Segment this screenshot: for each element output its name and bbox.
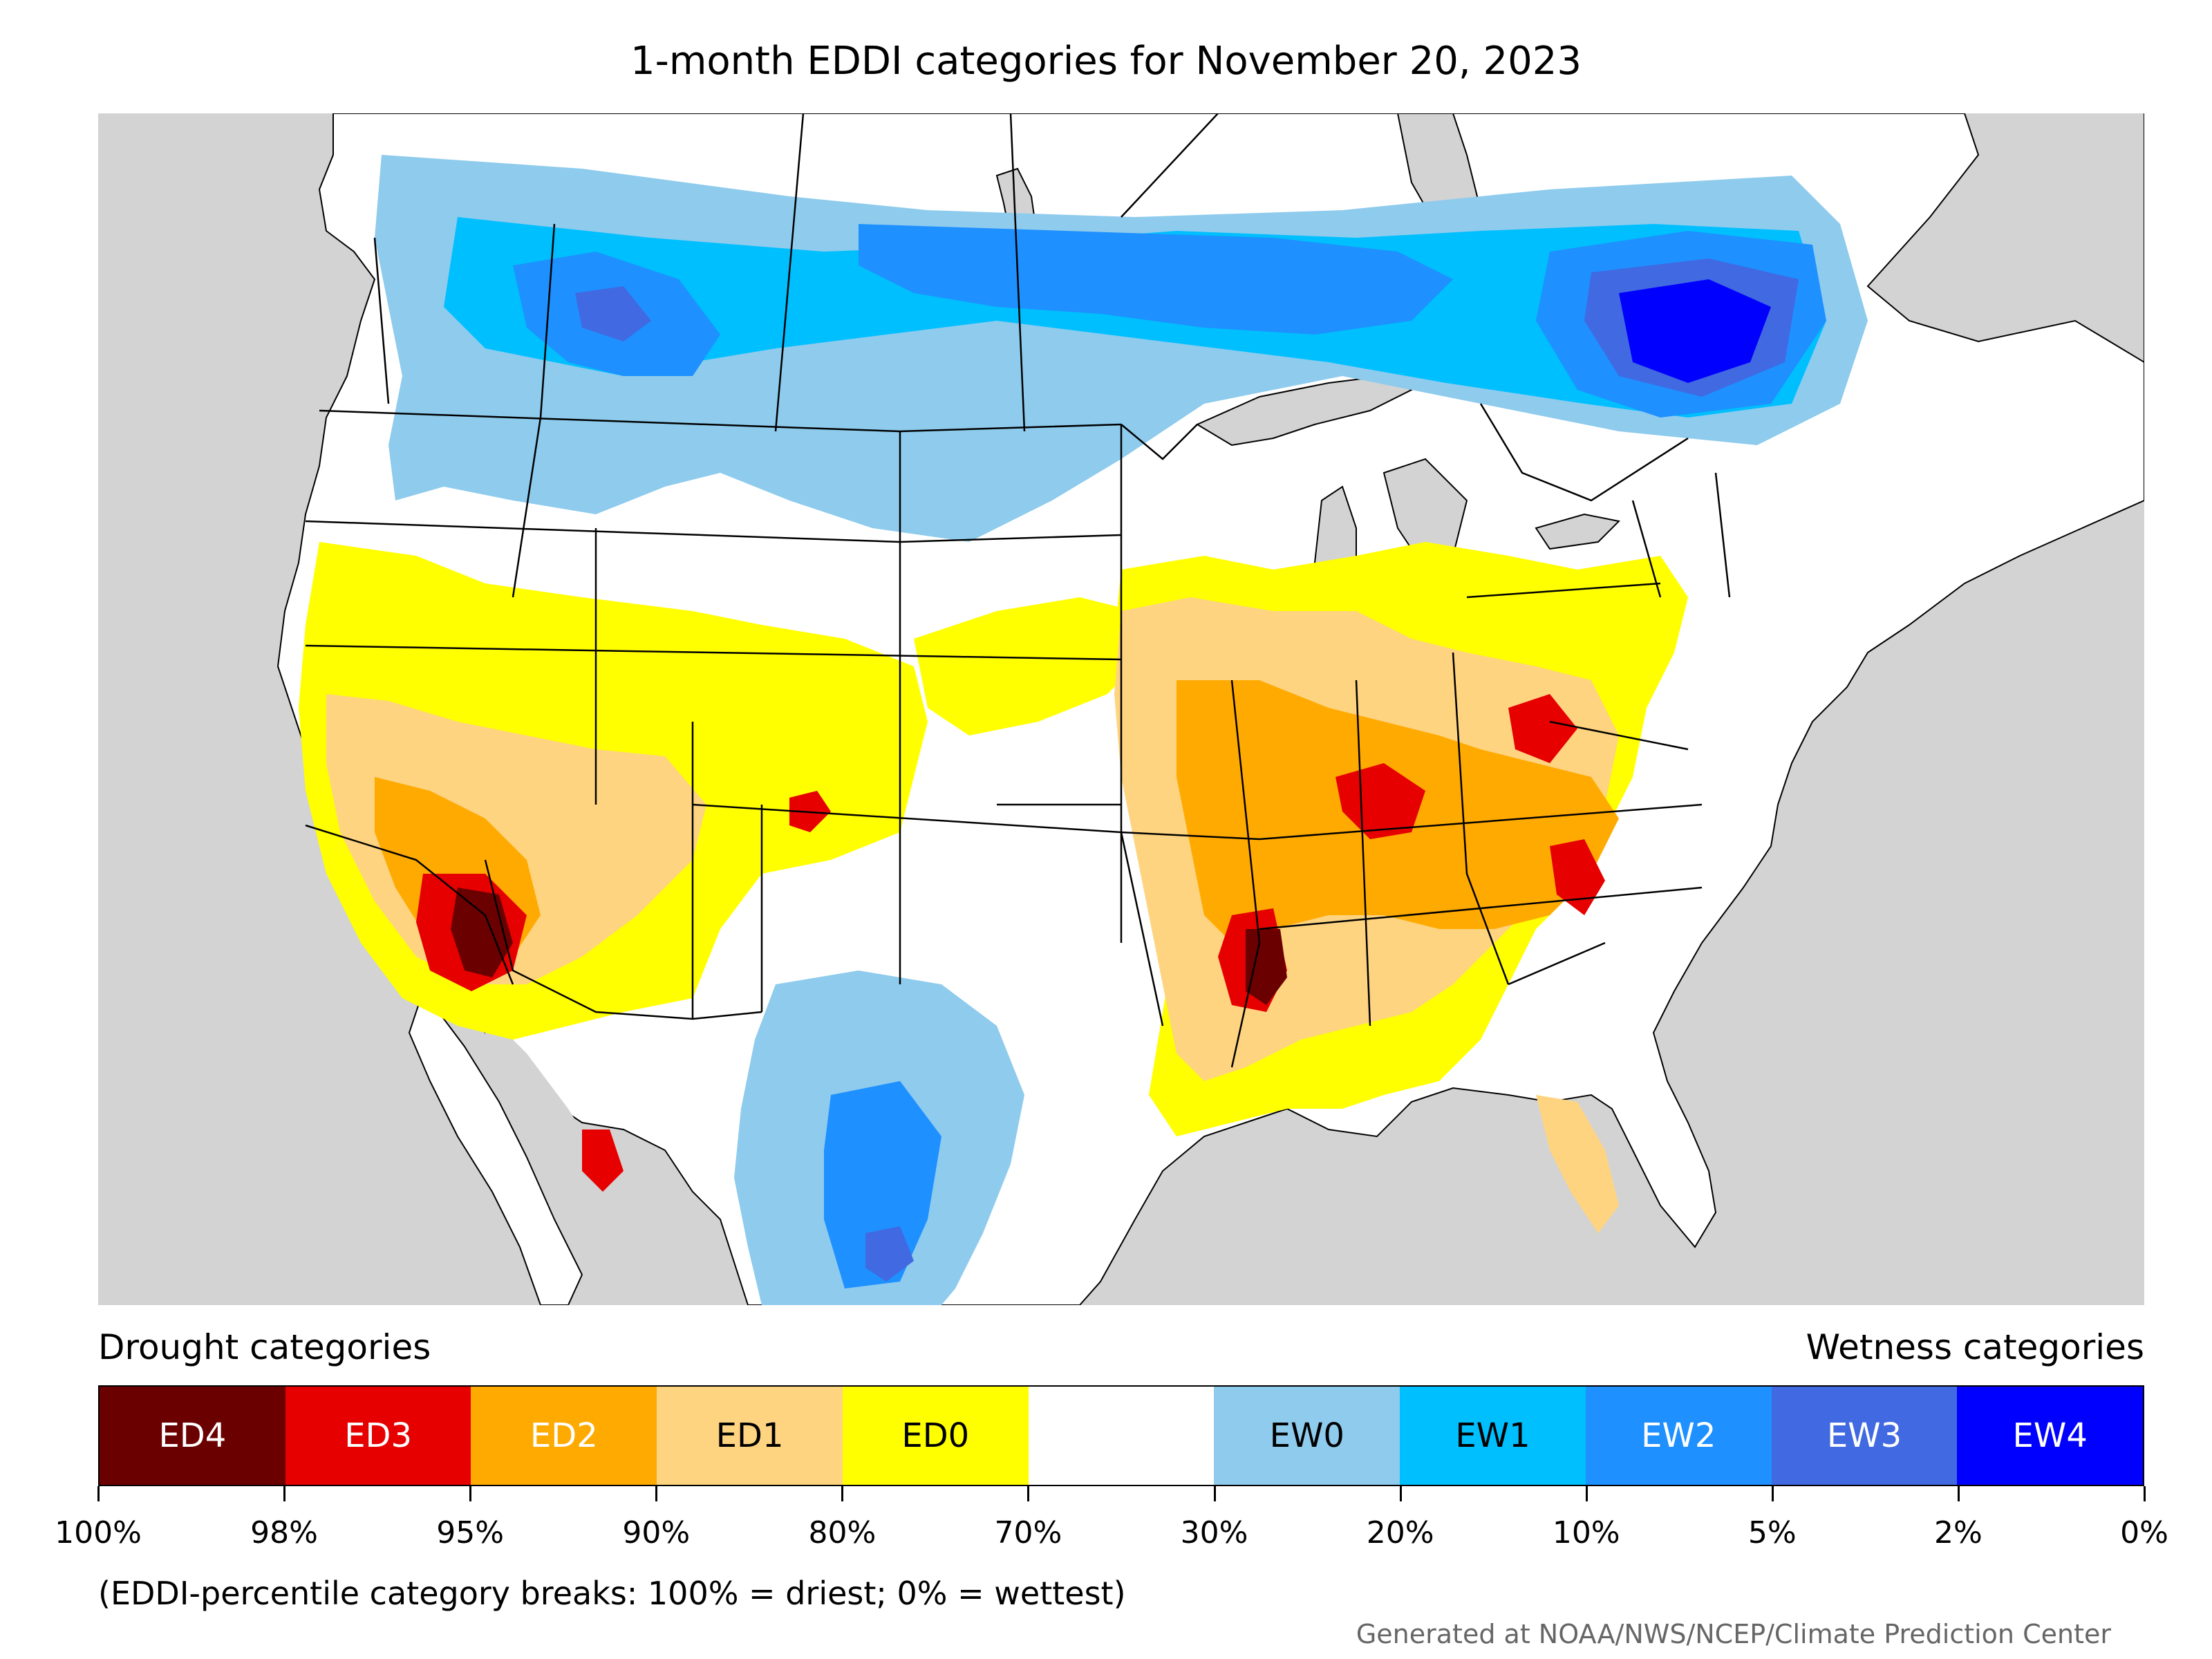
wetness-categories-heading: Wetness categories [1806, 1327, 2144, 1367]
wet-area-ew3-northwest [575, 286, 651, 341]
wet-area-ew3-texas [865, 1226, 914, 1282]
legend-tick [1213, 1486, 1216, 1501]
legend-break-label: 20% [1366, 1515, 1434, 1550]
drought-ed3-kentucky [1335, 763, 1425, 839]
category-breaks-note: (EDDI-percentile category breaks: 100% =… [98, 1575, 1126, 1612]
drought-ed1-florida [1536, 1095, 1619, 1233]
legend-swatch-ew3: EW3 [1771, 1387, 1958, 1485]
legend-swatch-ew1: EW1 [1400, 1387, 1586, 1485]
legend-break-label: 10% [1552, 1515, 1620, 1550]
legend-tick [1585, 1486, 1588, 1501]
drought-categories-heading: Drought categories [98, 1327, 431, 1367]
legend-break-label: 95% [436, 1515, 505, 1550]
legend-break-label: 70% [994, 1515, 1062, 1550]
legend-swatch-ed2: ED2 [471, 1387, 657, 1485]
legend-swatch-ed0: ED0 [842, 1387, 1029, 1485]
legend-break-label: 100% [55, 1515, 142, 1550]
drought-ed3-virginia [1508, 694, 1577, 763]
drought-ed0-nebraska [914, 597, 1149, 735]
legend-tick [469, 1486, 472, 1501]
legend-tick [841, 1486, 844, 1501]
legend-break-label: 90% [622, 1515, 691, 1550]
legend-tick [2144, 1486, 2146, 1501]
wet-area-ew4-quebec [1619, 279, 1771, 383]
legend-swatch-ed4: ED4 [100, 1387, 285, 1485]
legend-break-label: 80% [808, 1515, 877, 1550]
legend-tick [1027, 1486, 1030, 1501]
baja-peninsula [408, 989, 583, 1305]
legend-tick [655, 1486, 658, 1501]
eddi-map [98, 113, 2144, 1305]
legend-tick [1957, 1486, 1960, 1501]
credit-line: Generated at NOAA/NWS/NCEP/Climate Predi… [1356, 1619, 2111, 1649]
legend-swatch-ew4: EW4 [1957, 1387, 2144, 1485]
map-title: 1-month EDDI categories for November 20,… [630, 39, 1582, 84]
legend-tick [97, 1486, 100, 1501]
drought-ed3-sonora [582, 1130, 624, 1192]
legend-break-label: 30% [1180, 1515, 1248, 1550]
legend-swatch-ed3: ED3 [285, 1387, 471, 1485]
lake-ontario [1535, 513, 1621, 550]
legend-tick [283, 1486, 286, 1501]
legend-break-label: 5% [1747, 1515, 1797, 1550]
legend-break-label: 2% [1934, 1515, 1983, 1550]
lake-superior [1195, 375, 1414, 447]
legend-tick [1771, 1486, 1774, 1501]
legend-tick [1399, 1486, 1402, 1501]
legend-break-label: 0% [2120, 1515, 2168, 1550]
category-color-legend: ED4 ED3 ED2 ED1 ED0 EW0 EW1 EW2 EW3 EW4 [98, 1385, 2144, 1486]
legend-break-label: 98% [250, 1515, 318, 1550]
legend-swatch-ed1: ED1 [657, 1387, 843, 1485]
legend-ticks [97, 1486, 2146, 1503]
wet-area-ew2-north [859, 224, 1453, 335]
legend-swatch-ew2: EW2 [1585, 1387, 1772, 1485]
drought-ed4-mississippi [1246, 929, 1287, 1005]
legend-swatch-neutral [1028, 1387, 1215, 1485]
legend-swatch-ew0: EW0 [1214, 1387, 1400, 1485]
drought-ed3-carolina [1550, 839, 1605, 915]
wet-area-ew2-texas [824, 1081, 941, 1288]
state-borders [305, 113, 1731, 1068]
